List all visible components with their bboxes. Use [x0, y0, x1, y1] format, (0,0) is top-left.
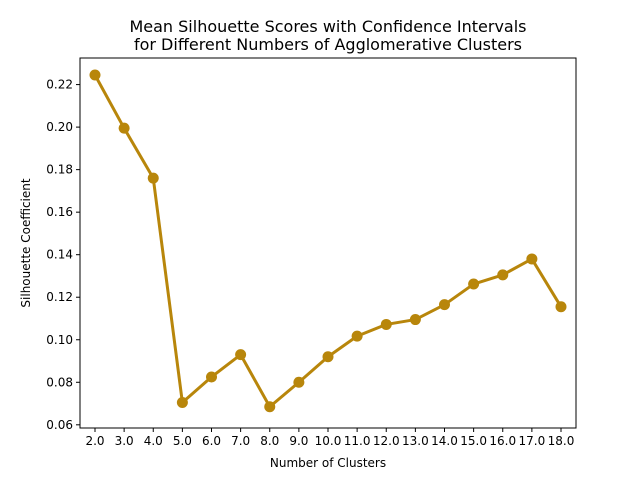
data-point — [468, 278, 480, 290]
y-tick-label: 0.12 — [46, 290, 73, 304]
data-point — [176, 396, 188, 408]
x-tick-label: 11.0 — [344, 434, 371, 448]
x-tick-label: 17.0 — [519, 434, 546, 448]
series-layer — [89, 69, 567, 413]
data-point — [264, 401, 276, 413]
y-axis-label: Silhouette Coefficient — [19, 178, 33, 307]
data-point — [206, 371, 217, 383]
x-tick-label: 8.0 — [260, 434, 279, 448]
y-tick-label: 0.22 — [46, 78, 73, 92]
x-tick-label: 10.0 — [315, 434, 342, 448]
y-tick-label: 0.14 — [46, 248, 73, 262]
x-tick-label: 15.0 — [460, 434, 487, 448]
data-point — [555, 301, 567, 313]
plot-area-frame — [79, 57, 577, 429]
data-point — [147, 172, 159, 184]
x-tick-label: 5.0 — [173, 434, 192, 448]
data-point — [351, 330, 363, 342]
y-tick-label: 0.10 — [46, 333, 73, 347]
data-point — [409, 314, 421, 326]
x-tick-label: 14.0 — [431, 434, 458, 448]
data-point — [322, 351, 334, 363]
data-point — [235, 349, 247, 361]
y-axis: 0.06 0.08 0.10 0.12 0.14 0.16 0.18 0.20 0.22 — [46, 78, 80, 432]
x-tick-label: 2.0 — [85, 434, 104, 448]
data-point — [89, 69, 101, 81]
x-tick-label: 7.0 — [231, 434, 250, 448]
data-point — [118, 122, 130, 134]
chart-title-line-2: for Different Numbers of Agglomerative C… — [134, 35, 522, 54]
data-point — [497, 269, 509, 281]
x-axis-label: Number of Clusters — [270, 456, 386, 470]
data-point — [293, 376, 305, 388]
x-tick-label: 3.0 — [115, 434, 134, 448]
x-tick-label: 18.0 — [548, 434, 575, 448]
y-tick-label: 0.20 — [46, 120, 73, 134]
x-tick-label: 6.0 — [202, 434, 221, 448]
y-tick-label: 0.06 — [46, 418, 73, 432]
chart-title-line-1: Mean Silhouette Scores with Confidence I… — [129, 17, 526, 36]
x-tick-label: 13.0 — [402, 434, 429, 448]
x-tick-label: 16.0 — [489, 434, 516, 448]
y-tick-label: 0.16 — [46, 205, 73, 219]
x-tick-label: 12.0 — [373, 434, 400, 448]
y-tick-label: 0.08 — [46, 375, 73, 389]
data-point — [380, 318, 392, 330]
x-axis: 2.0 3.0 4.0 5.0 6.0 7.0 8.0 9.0 10.0 11.0 12.0 13.0… — [85, 428, 574, 448]
data-point — [526, 253, 538, 265]
x-tick-label: 4.0 — [144, 434, 163, 448]
y-tick-label: 0.18 — [46, 163, 73, 177]
x-tick-label: 9.0 — [289, 434, 308, 448]
data-point — [439, 299, 450, 311]
